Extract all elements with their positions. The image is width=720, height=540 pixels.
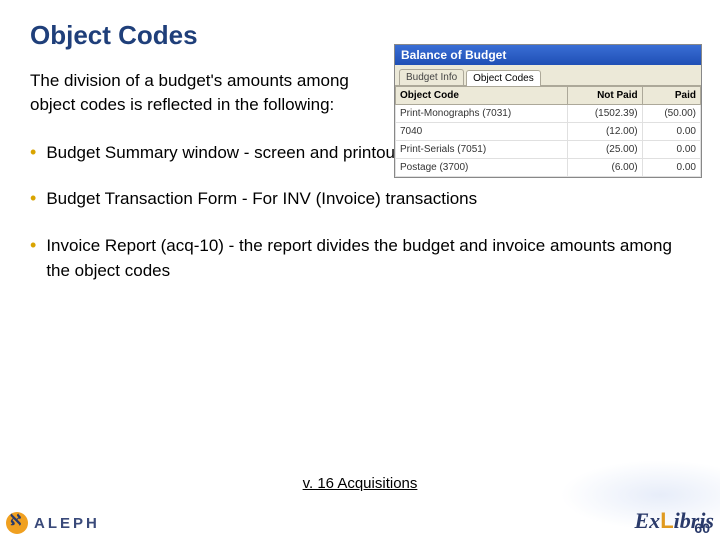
bullet-text: Budget Transaction Form - For INV (Invoi… <box>46 187 690 212</box>
object-codes-table: Object Code Not Paid Paid Print-Monograp… <box>395 86 701 177</box>
cell-not-paid: (25.00) <box>568 141 642 159</box>
slide: Object Codes The division of a budget's … <box>0 0 720 540</box>
bullet-icon: • <box>30 234 36 257</box>
exlibris-l: L <box>660 508 673 533</box>
bullet-item: • Budget Transaction Form - For INV (Inv… <box>30 187 690 212</box>
page-number: 60 <box>694 520 710 536</box>
cell-not-paid: (1502.39) <box>568 105 642 123</box>
table-row: Print-Serials (7051) (25.00) 0.00 <box>396 141 701 159</box>
tab-object-codes[interactable]: Object Codes <box>466 70 541 86</box>
tab-budget-info[interactable]: Budget Info <box>399 69 464 85</box>
cell-not-paid: (12.00) <box>568 123 642 141</box>
col-object-code: Object Code <box>396 87 568 105</box>
footer-bar: ALEPH ExLibris <box>0 496 720 540</box>
cell-not-paid: (6.00) <box>568 159 642 177</box>
aleph-logo: ALEPH <box>6 512 100 534</box>
cell-paid: (50.00) <box>642 105 700 123</box>
intro-text: The division of a budget's amounts among… <box>30 69 370 117</box>
cell-paid: 0.00 <box>642 159 700 177</box>
bullet-icon: • <box>30 141 36 164</box>
balance-of-budget-window: Balance of Budget Budget Info Object Cod… <box>394 44 702 178</box>
bullet-item: • Invoice Report (acq-10) - the report d… <box>30 234 690 283</box>
table-row: 7040 (12.00) 0.00 <box>396 123 701 141</box>
bullet-text: Invoice Report (acq-10) - the report div… <box>46 234 690 283</box>
cell-code: Print-Serials (7051) <box>396 141 568 159</box>
table-row: Postage (3700) (6.00) 0.00 <box>396 159 701 177</box>
table-row: Print-Monographs (7031) (1502.39) (50.00… <box>396 105 701 123</box>
bullet-icon: • <box>30 187 36 210</box>
cell-code: Postage (3700) <box>396 159 568 177</box>
cell-code: 7040 <box>396 123 568 141</box>
col-paid: Paid <box>642 87 700 105</box>
cell-code: Print-Monographs (7031) <box>396 105 568 123</box>
exlibris-ex: Ex <box>635 508 661 533</box>
footer-caption: v. 16 Acquisitions <box>0 475 720 492</box>
cell-paid: 0.00 <box>642 141 700 159</box>
col-not-paid: Not Paid <box>568 87 642 105</box>
aleph-label: ALEPH <box>34 515 100 532</box>
aleph-icon <box>6 512 28 534</box>
cell-paid: 0.00 <box>642 123 700 141</box>
tab-strip: Budget Info Object Codes <box>395 65 701 86</box>
window-titlebar: Balance of Budget <box>395 45 701 65</box>
table-header-row: Object Code Not Paid Paid <box>396 87 701 105</box>
